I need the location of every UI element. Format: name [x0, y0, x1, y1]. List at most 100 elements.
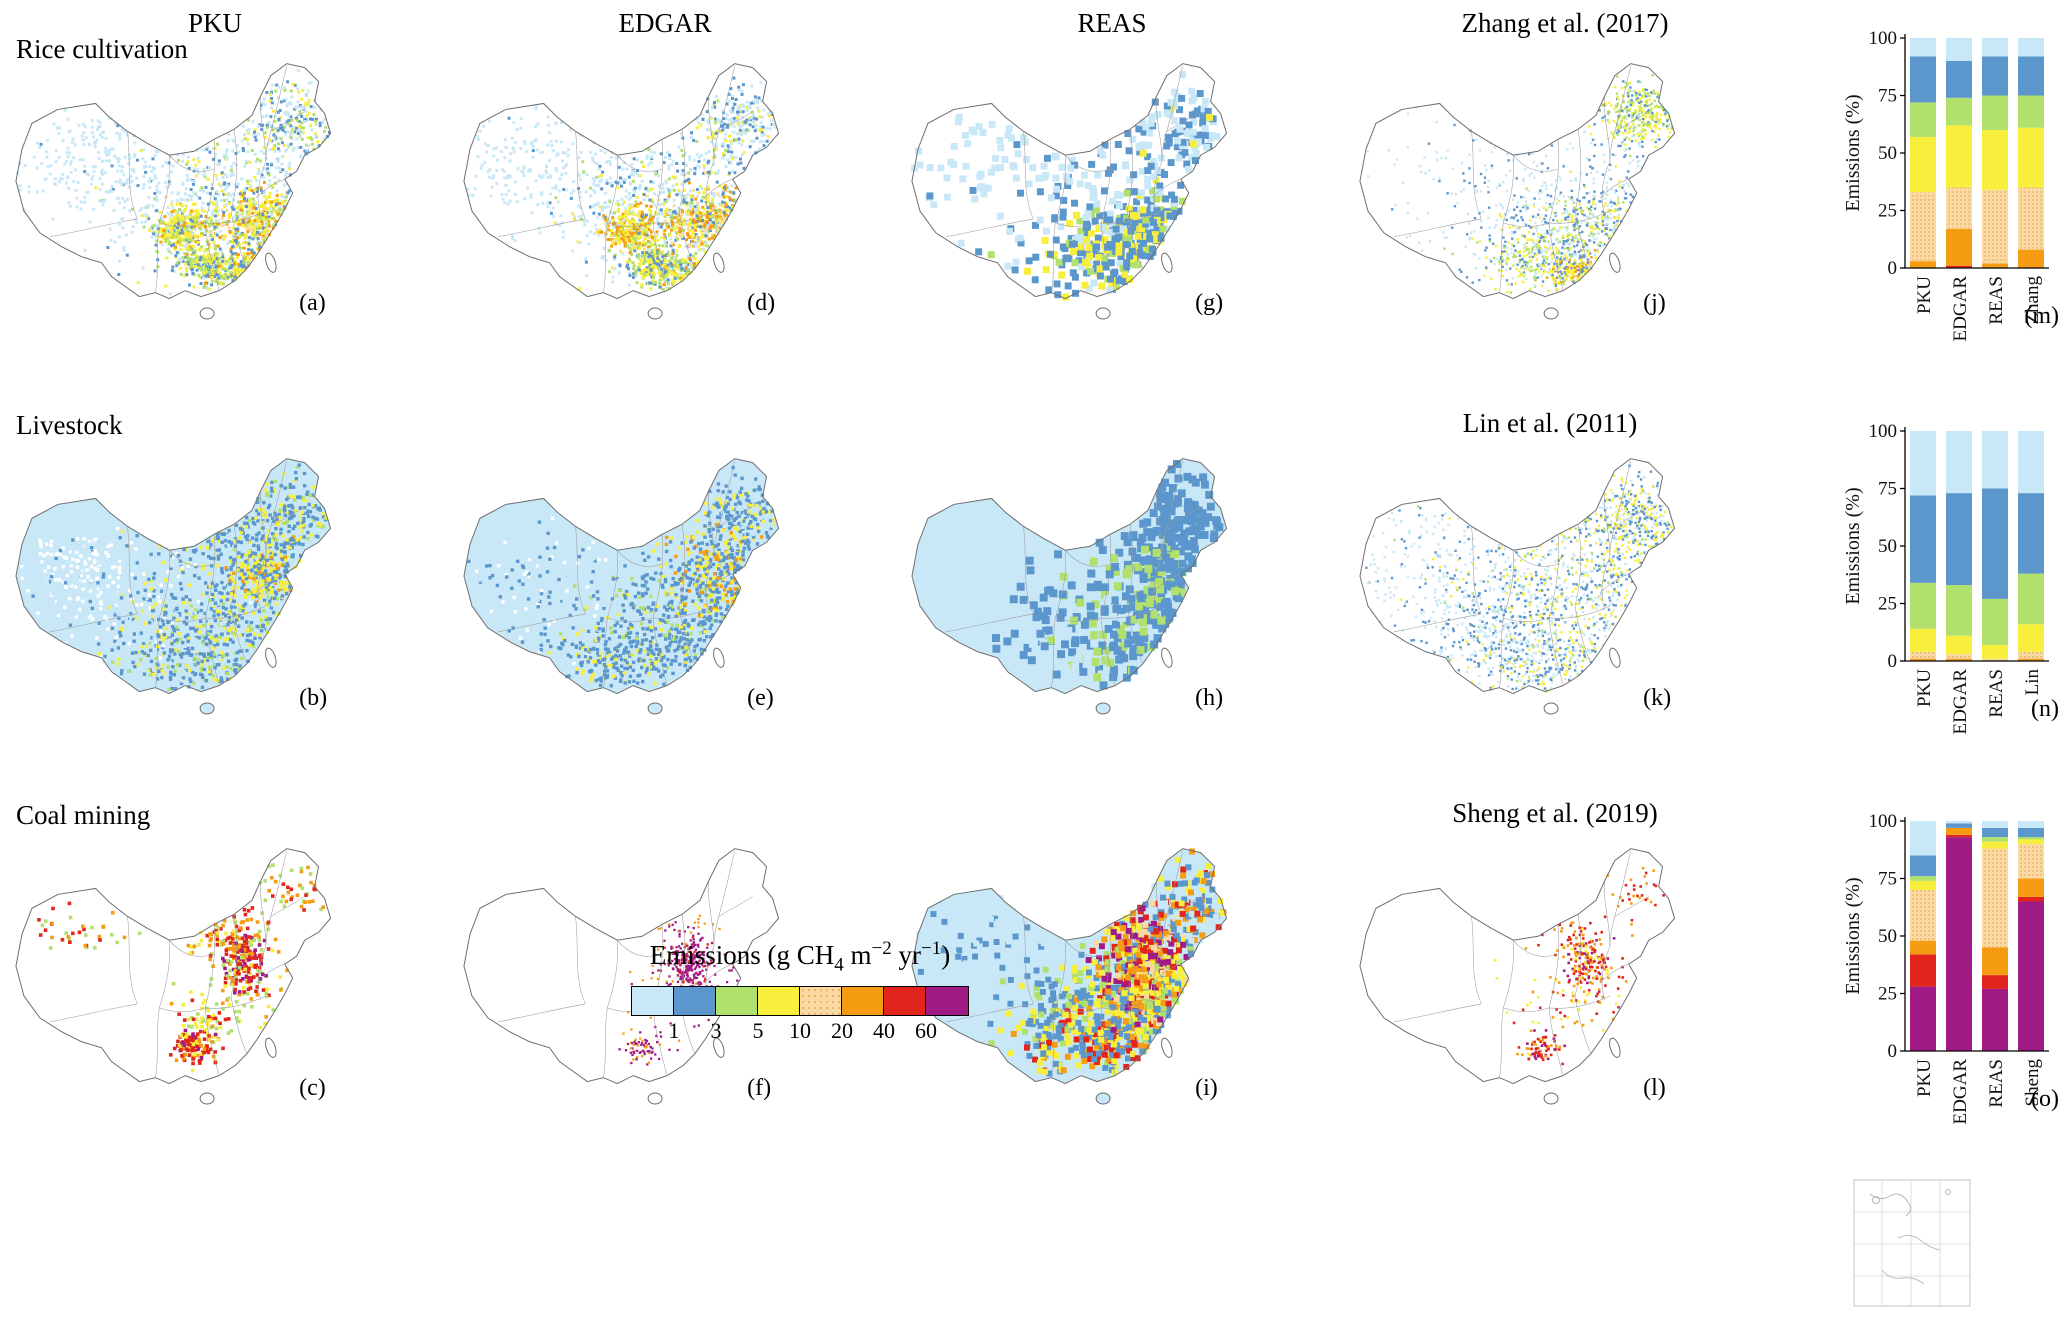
panel-letter: (b): [299, 685, 328, 712]
bar-segment: [1946, 265, 1972, 268]
column-title-zhang: Zhang et al. (2017): [1461, 8, 1669, 38]
china-map: [458, 30, 896, 382]
bar-segment: [1982, 975, 2008, 989]
bar-segment: [1982, 821, 2008, 828]
china-map-canvas: [463, 458, 780, 715]
bar-segment: [2018, 431, 2044, 494]
panel-letter: (c): [299, 1075, 326, 1102]
bar-segment: [2018, 896, 2044, 902]
bar-segment: [1946, 585, 1972, 636]
y-tick-label: 25: [1878, 201, 1897, 222]
bar-segment: [1982, 263, 2008, 268]
bar-segment: [1910, 651, 1936, 659]
china-map: [1354, 815, 1792, 1167]
bar-segment: [2018, 827, 2044, 838]
bar-segment: [2018, 493, 2044, 574]
legend-title-sup2: −1: [921, 938, 942, 959]
y-tick-label: 25: [1878, 594, 1897, 615]
x-tick-label: Sheng: [2022, 1059, 2043, 1107]
bar-segment: [1946, 827, 1972, 835]
x-tick-label: EDGAR: [1950, 276, 1971, 342]
china-map: [906, 425, 1344, 777]
panel-letter: (l): [1643, 1075, 1666, 1102]
bar-segment: [1946, 834, 1972, 838]
bar-segment: [2018, 95, 2044, 128]
bar-segment: [2018, 844, 2044, 879]
y-tick-label: 100: [1869, 811, 1898, 832]
china-map: [458, 815, 896, 1167]
china-map-canvas: [1359, 63, 1676, 320]
stacked-bar-canvas: PKU EDGAR REAS Sheng 0 25 50 75 100 Emissions (%): [1843, 811, 2049, 1125]
china-map: [906, 815, 1344, 1167]
china-map-canvas: [911, 848, 1228, 1105]
legend-bin-40-60: [884, 987, 926, 1016]
y-tick-label: 50: [1878, 143, 1897, 164]
bar-segment: [2018, 901, 2044, 1051]
row-label-rice: Rice cultivation: [16, 34, 188, 64]
bar-segment: [1982, 947, 2008, 976]
panel-letter: (f): [747, 1075, 772, 1102]
bar-segment: [1910, 628, 1936, 652]
x-tick-label: EDGAR: [1950, 1059, 1971, 1125]
bar-segment: [1946, 125, 1972, 188]
y-tick-label: 50: [1878, 926, 1897, 947]
x-tick-label: EDGAR: [1950, 669, 1971, 735]
china-map-canvas: [15, 63, 332, 320]
legend-bin-<1: [632, 987, 674, 1016]
bar-segment: [1982, 431, 2008, 489]
panel-letter: (j): [1643, 290, 1666, 317]
bar-segment: [2018, 127, 2044, 188]
inset-minimap-canvas: [1853, 1179, 1971, 1307]
china-map-canvas: [911, 458, 1228, 715]
column-title-edgar: EDGAR: [618, 8, 712, 38]
legend-title-mid2: yr: [891, 940, 922, 970]
bar-segment: [1982, 189, 2008, 264]
panel-letter: (h): [1195, 685, 1224, 712]
y-axis-title: Emissions (%): [1843, 94, 1864, 211]
stacked-bar-chart-coal: PKU EDGAR REAS Sheng 0 25 50 75 100 Emissions (%): [1843, 805, 2065, 1145]
stacked-bar-chart-livestock: PKU EDGAR REAS Lin 0 25 50 75 100 Emissions (%): [1843, 415, 2065, 755]
bar-segment: [1946, 837, 1972, 1051]
bar-segment: [2018, 821, 2044, 828]
map-panel-rice-reas: (g): [906, 30, 1344, 382]
legend-tick-label: 60: [915, 1018, 937, 1044]
panel-letter: (n): [2031, 696, 2059, 722]
bar-segment: [1946, 431, 1972, 494]
legend-tick-label: 1: [668, 1018, 680, 1044]
bar-segment: [1982, 598, 2008, 645]
y-tick-label: 100: [1869, 28, 1898, 49]
bar-segment: [1910, 38, 1936, 57]
bar-segment: [1946, 493, 1972, 586]
bar-segment: [1910, 102, 1936, 137]
bar-segment: [1946, 635, 1972, 655]
bar-segment: [1946, 821, 1972, 824]
y-tick-label: 50: [1878, 536, 1897, 557]
legend-title-sub: 4: [834, 954, 844, 976]
map-panel-coal-edgar: (f): [458, 815, 896, 1167]
china-map-canvas: [910, 63, 1228, 320]
bar-segment: [1910, 136, 1936, 193]
row-label-coal: Coal mining: [16, 800, 151, 830]
y-tick-label: 25: [1878, 984, 1897, 1005]
panel-letter: (m): [2024, 303, 2059, 329]
inset-minimap: [1852, 1178, 1972, 1308]
bar-segment: [1946, 654, 1972, 659]
y-tick-label: 75: [1878, 869, 1897, 890]
bar-segment: [1910, 495, 1936, 583]
legend-bin->60: [926, 987, 968, 1016]
bar-segment: [1982, 658, 2008, 661]
china-map-canvas: [1359, 458, 1676, 715]
legend-tick-label: 40: [873, 1018, 895, 1044]
bar-segment: [2018, 839, 2044, 844]
bar-segment: [1982, 488, 2008, 599]
legend-tick-label: 10: [789, 1018, 811, 1044]
panel-letter: (k): [1643, 685, 1672, 712]
map-panel-rice-zhang: (j): [1354, 30, 1792, 382]
bar-segment: [2018, 56, 2044, 96]
legend-bin-10-20: [800, 987, 842, 1016]
colorbar-legend: Emissions (g CH4 m−2 yr−1) 1 3 5 10 20 40 60: [590, 938, 1010, 1046]
stacked-bar-canvas: PKU EDGAR REAS Lin 0 25 50 75 100 Emissions (%): [1843, 421, 2049, 735]
china-map: [458, 425, 896, 777]
x-tick-label: REAS: [1986, 276, 2007, 325]
